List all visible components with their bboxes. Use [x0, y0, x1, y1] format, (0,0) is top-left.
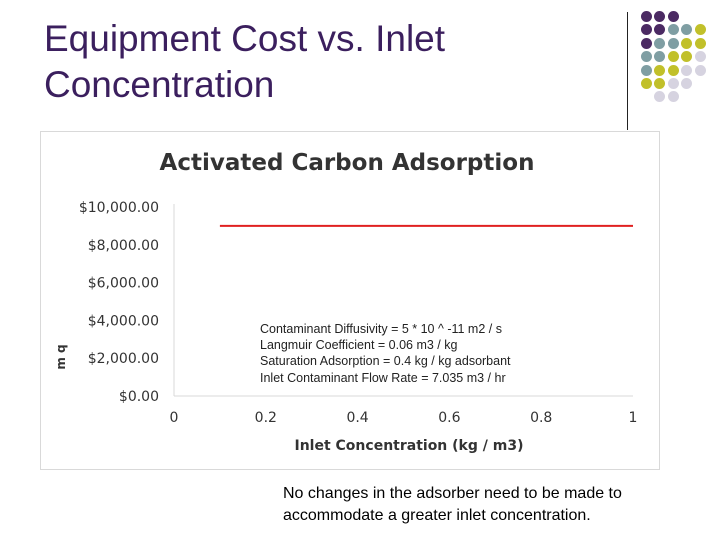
decorative-dot: [667, 91, 679, 103]
y-tick-label: $4,000.00: [88, 313, 159, 329]
decorative-dot: [654, 37, 666, 49]
decorative-dot: [681, 64, 693, 76]
decorative-dot: [667, 78, 679, 89]
y-tick-label: $8,000.00: [88, 238, 159, 254]
annotation-flow-rate: Inlet Contaminant Flow Rate = 7.035 m3 /…: [260, 371, 506, 385]
decorative-dot: [667, 37, 679, 49]
decorative-dot: [641, 78, 652, 89]
decorative-dot: [654, 51, 666, 63]
decorative-dot: [667, 51, 679, 63]
chart-title: Activated Carbon Adsorption: [160, 150, 535, 176]
caption-line-2: accommodate a greater inlet concentratio…: [283, 507, 591, 524]
decorative-dot: [694, 37, 706, 49]
annotation-langmuir: Langmuir Coefficient = 0.06 m3 / kg: [260, 338, 457, 352]
y-tick-labels: $0.00 $2,000.00 $4,000.00 $6,000.00 $8,000.0…: [79, 200, 159, 405]
y-tick-label: $10,000.00: [79, 200, 159, 216]
decorative-dot: [654, 91, 666, 103]
decorative-dot: [694, 51, 706, 63]
annotation-saturation: Saturation Adsorption = 0.4 kg / kg adso…: [260, 354, 511, 368]
decorative-dot: [681, 37, 693, 49]
parameter-annotations: Contaminant Diffusivity = 5 * 10 ^ -11 m…: [260, 322, 511, 385]
decorative-dot: [641, 64, 652, 76]
y-tick-label: $6,000.00: [88, 276, 159, 292]
decorative-dot: [641, 24, 652, 36]
decorative-dot: [667, 64, 679, 76]
x-tick-label: 1: [629, 410, 638, 426]
chart-container: Activated Carbon Adsorption $0.00 $2,000.…: [40, 131, 660, 470]
x-tick-label: 0.6: [438, 410, 460, 426]
slide-caption: No changes in the adsorber need to be ma…: [283, 483, 703, 527]
slide-title-line-1: Equipment Cost vs. Inlet: [44, 18, 446, 59]
y-tick-label: $0.00: [119, 389, 159, 405]
caption-line-1: No changes in the adsorber need to be ma…: [283, 485, 622, 502]
y-tick-label: $2,000.00: [88, 351, 159, 367]
x-axis-label: Inlet Concentration (kg / m3): [295, 438, 524, 454]
decorative-dot: [681, 51, 693, 63]
decorative-dot: [641, 37, 652, 49]
x-tick-label: 0.8: [530, 410, 552, 426]
decorative-divider-line: [627, 12, 628, 130]
decorative-dot: [654, 64, 666, 76]
x-tick-label: 0: [170, 410, 179, 426]
decorative-dot: [641, 11, 652, 22]
decorative-dot: [667, 24, 679, 36]
x-tick-label: 0.4: [346, 410, 368, 426]
decorative-dot: [681, 24, 693, 36]
decorative-dot: [654, 78, 666, 89]
slide-title: Equipment Cost vs. Inlet Concentration: [44, 16, 604, 108]
decorative-dot: [654, 24, 666, 36]
decorative-dot: [654, 11, 666, 22]
decorative-dot: [681, 78, 693, 89]
y-axis-label: m q: [54, 344, 68, 369]
decorative-dot: [641, 51, 652, 63]
decorative-dot: [694, 24, 706, 36]
annotation-diffusivity: Contaminant Diffusivity = 5 * 10 ^ -11 m…: [260, 322, 502, 336]
decorative-dot: [667, 11, 679, 22]
x-tick-labels: 0 0.2 0.4 0.6 0.8 1: [170, 410, 638, 426]
x-tick-label: 0.2: [255, 410, 277, 426]
slide-title-line-2: Concentration: [44, 64, 275, 105]
line-chart: Activated Carbon Adsorption $0.00 $2,000.…: [54, 150, 638, 454]
decorative-dot: [694, 64, 706, 76]
